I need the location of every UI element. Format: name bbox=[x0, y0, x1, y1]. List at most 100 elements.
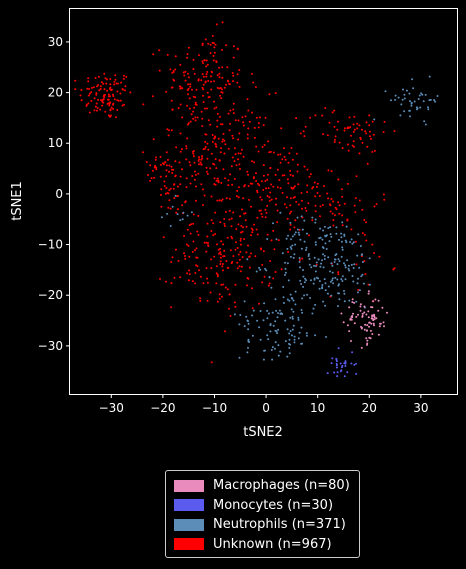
data-point bbox=[296, 163, 299, 166]
data-point bbox=[366, 329, 368, 332]
data-point bbox=[165, 164, 168, 167]
data-point bbox=[222, 283, 225, 286]
data-point bbox=[199, 299, 202, 302]
data-point bbox=[109, 101, 112, 104]
data-point bbox=[232, 112, 235, 115]
data-point bbox=[296, 216, 299, 219]
data-point bbox=[231, 134, 234, 137]
data-point bbox=[218, 159, 221, 162]
data-point bbox=[419, 106, 422, 109]
data-point bbox=[219, 263, 222, 265]
data-point bbox=[109, 78, 112, 80]
data-point bbox=[188, 224, 191, 227]
data-point bbox=[327, 285, 330, 288]
data-point bbox=[335, 226, 338, 229]
data-point bbox=[393, 267, 396, 270]
data-point bbox=[221, 49, 223, 51]
data-point bbox=[193, 106, 196, 109]
data-point bbox=[259, 196, 262, 199]
data-point bbox=[123, 103, 125, 106]
data-point bbox=[206, 299, 209, 302]
data-point bbox=[206, 173, 209, 175]
data-point bbox=[365, 313, 368, 316]
y-tick-label: 0 bbox=[55, 187, 63, 201]
data-point bbox=[335, 360, 338, 363]
data-point bbox=[246, 351, 249, 354]
data-point bbox=[267, 187, 270, 190]
data-point bbox=[329, 210, 332, 213]
data-point bbox=[266, 173, 269, 176]
data-point bbox=[109, 86, 112, 89]
data-point bbox=[269, 260, 272, 262]
data-point bbox=[253, 126, 256, 129]
data-point bbox=[341, 280, 344, 282]
data-point bbox=[331, 212, 334, 215]
data-point bbox=[239, 237, 242, 240]
data-point bbox=[289, 223, 292, 226]
data-point bbox=[172, 78, 175, 81]
data-point bbox=[116, 82, 119, 85]
data-point bbox=[215, 61, 218, 64]
data-point bbox=[314, 221, 317, 224]
data-point bbox=[175, 146, 178, 149]
data-point bbox=[174, 175, 177, 178]
data-point bbox=[192, 152, 195, 155]
data-point bbox=[189, 164, 192, 167]
data-point bbox=[403, 110, 406, 113]
data-point bbox=[301, 311, 304, 314]
data-point bbox=[272, 151, 275, 154]
data-point bbox=[351, 351, 354, 354]
data-point bbox=[152, 53, 155, 56]
data-point bbox=[267, 140, 270, 143]
data-point bbox=[305, 209, 308, 212]
data-point bbox=[371, 243, 374, 246]
data-point bbox=[174, 68, 177, 71]
data-point bbox=[174, 194, 177, 197]
data-point bbox=[251, 314, 254, 317]
data-point bbox=[290, 210, 293, 213]
data-point bbox=[365, 221, 367, 224]
data-point bbox=[228, 83, 231, 85]
data-point bbox=[360, 275, 363, 278]
data-point bbox=[374, 298, 377, 301]
data-point bbox=[205, 65, 208, 68]
data-point bbox=[233, 313, 236, 316]
data-point bbox=[384, 90, 387, 93]
data-point bbox=[340, 255, 343, 258]
data-point bbox=[348, 306, 351, 309]
data-point bbox=[284, 274, 286, 276]
data-point bbox=[337, 178, 340, 181]
x-axis-ticks: −30 −20 −10 0 10 20 30 bbox=[99, 394, 429, 415]
data-point bbox=[186, 56, 189, 59]
data-point bbox=[346, 182, 349, 185]
data-point bbox=[348, 299, 351, 302]
data-point bbox=[291, 244, 294, 247]
data-point bbox=[205, 170, 208, 173]
data-point bbox=[266, 204, 269, 207]
data-point bbox=[242, 155, 245, 158]
data-point bbox=[74, 88, 77, 91]
data-point bbox=[337, 347, 340, 350]
data-point bbox=[336, 375, 339, 378]
data-point bbox=[102, 101, 105, 104]
data-point bbox=[116, 99, 119, 102]
data-point bbox=[171, 172, 174, 174]
legend-swatch bbox=[174, 479, 204, 492]
data-point bbox=[239, 168, 241, 170]
data-point bbox=[238, 132, 241, 135]
data-point bbox=[373, 118, 376, 121]
data-point bbox=[348, 269, 351, 272]
data-point bbox=[198, 54, 200, 57]
data-point bbox=[232, 102, 235, 105]
data-point bbox=[93, 97, 96, 100]
data-point bbox=[367, 316, 370, 319]
data-point bbox=[274, 298, 277, 301]
data-point bbox=[292, 310, 295, 313]
data-point bbox=[408, 92, 411, 95]
data-point bbox=[394, 98, 397, 101]
data-point bbox=[98, 89, 101, 92]
data-point bbox=[102, 82, 105, 85]
data-point bbox=[340, 278, 343, 281]
data-point bbox=[113, 80, 116, 83]
data-point bbox=[112, 93, 114, 96]
